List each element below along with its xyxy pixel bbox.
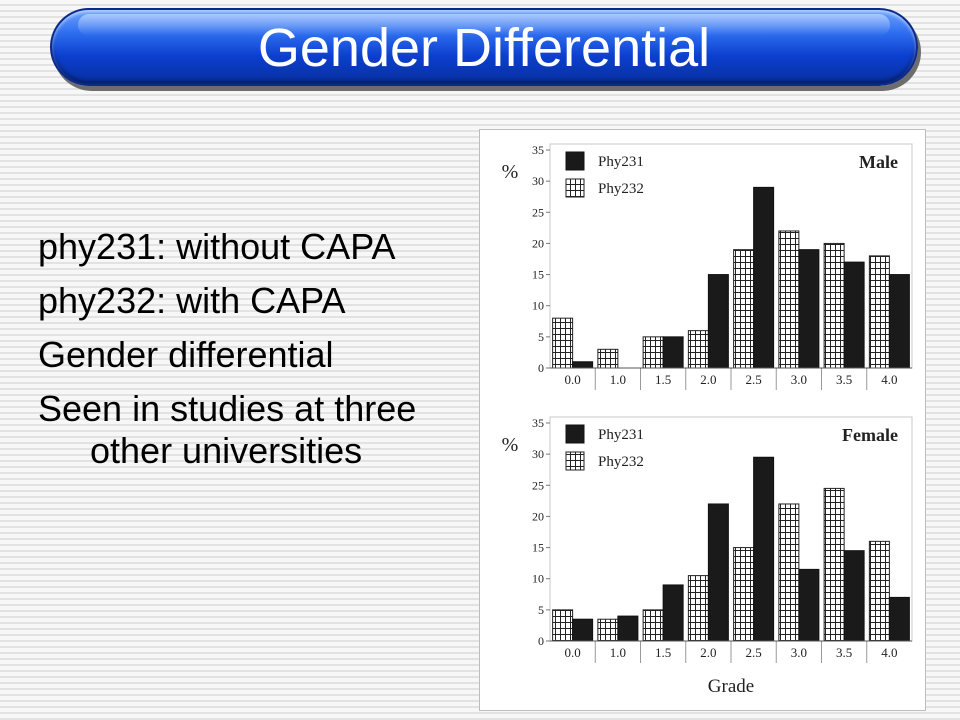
bar-phy231 [572, 361, 594, 369]
y-tick-label: 15 [532, 268, 544, 282]
y-axis-label: % [502, 434, 519, 456]
y-tick-label: 20 [532, 509, 544, 523]
x-tick-label: 2.5 [746, 372, 762, 387]
y-tick-label: 10 [532, 299, 544, 313]
x-tick-label: 3.5 [836, 645, 852, 660]
y-tick-label: 20 [532, 236, 544, 250]
grade-charts-svg: 0 5 10 15 20 25 30 35% 0.0 1.0 1.5 2.0 2.5 3.0 3.5 4.0 P… [502, 143, 913, 697]
x-tick-label: 3.0 [791, 645, 807, 660]
bar-phy231 [662, 336, 684, 369]
bar-phy232 [733, 547, 755, 642]
y-tick-label: 5 [538, 330, 544, 344]
panel-title: Female [842, 425, 898, 445]
slide-title: Gender Differential [257, 18, 711, 78]
x-tick-label: 1.5 [655, 645, 671, 660]
y-tick-label: 25 [532, 478, 544, 492]
bar-phy232 [687, 575, 709, 642]
x-tick-label: 3.0 [791, 372, 807, 387]
bar-phy232 [778, 503, 800, 642]
bar-phy231 [843, 261, 865, 369]
bar-phy231 [617, 615, 639, 642]
bar-phy231 [753, 186, 775, 369]
bar-phy231 [707, 503, 729, 642]
y-tick-label: 35 [532, 143, 544, 157]
legend-swatch-phy231 [565, 151, 585, 171]
x-tick-label: 2.5 [746, 645, 762, 660]
bar-phy232 [823, 242, 845, 369]
bar-phy231 [798, 249, 820, 369]
bar-phy232 [642, 336, 664, 369]
x-tick-label: 2.0 [700, 372, 716, 387]
bar-phy231 [888, 274, 910, 369]
bar-phy231 [662, 584, 684, 642]
y-tick-label: 5 [538, 603, 544, 617]
legend-label-phy231: Phy231 [598, 427, 644, 443]
legend-swatch-phy232 [565, 178, 585, 198]
y-tick-label: 0 [538, 634, 544, 648]
bar-phy232 [597, 618, 619, 642]
bar-phy232 [597, 348, 619, 369]
legend-swatch-phy232 [565, 451, 585, 471]
x-tick-label: 3.5 [836, 372, 852, 387]
y-tick-label: 35 [532, 416, 544, 430]
x-tick-label: 1.0 [610, 645, 626, 660]
bar-phy232 [823, 487, 845, 642]
x-tick-label: 0.0 [565, 372, 581, 387]
bar-phy232 [778, 230, 800, 369]
bar-phy231 [888, 596, 910, 642]
y-tick-label: 30 [532, 174, 544, 188]
bar-phy232 [552, 609, 574, 642]
bullet-item: Seen in studies at three other universit… [38, 388, 417, 471]
bar-phy231 [798, 568, 820, 642]
title-banner: Gender Differential [50, 8, 918, 86]
bullet-item: phy231: without CAPA [38, 226, 396, 267]
panel-title: Male [859, 152, 898, 172]
bar-phy232 [868, 255, 890, 369]
bullet-list: phy231: without CAPA phy232: with CAPA G… [38, 226, 458, 484]
bullet-item: Gender differential [38, 334, 334, 375]
legend-label-phy231: Phy231 [598, 154, 644, 170]
bar-phy232 [687, 330, 709, 369]
bar-phy231 [572, 618, 594, 642]
x-tick-label: 4.0 [881, 372, 897, 387]
bar-phy232 [868, 540, 890, 642]
bar-phy232 [733, 249, 755, 369]
legend-swatch-phy231 [565, 424, 585, 444]
y-tick-label: 15 [532, 541, 544, 555]
bar-phy231 [707, 274, 729, 369]
legend-label-phy232: Phy232 [598, 181, 644, 197]
grade-distribution-figure: 0 5 10 15 20 25 30 35% 0.0 1.0 1.5 2.0 2.5 3.0 3.5 4.0 P… [480, 130, 925, 710]
x-tick-label: 4.0 [881, 645, 897, 660]
x-tick-label: 0.0 [565, 645, 581, 660]
y-axis-label: % [502, 161, 519, 183]
x-tick-label: 1.0 [610, 372, 626, 387]
bar-phy231 [753, 456, 775, 642]
x-tick-label: 1.5 [655, 372, 671, 387]
bar-phy232 [642, 609, 664, 642]
legend-label-phy232: Phy232 [598, 454, 644, 470]
y-tick-label: 25 [532, 205, 544, 219]
x-axis-label: Grade [708, 676, 754, 697]
bar-phy232 [552, 317, 574, 369]
y-tick-label: 0 [538, 361, 544, 375]
bullet-item: phy232: with CAPA [38, 280, 346, 321]
x-tick-label: 2.0 [700, 645, 716, 660]
y-tick-label: 10 [532, 572, 544, 586]
bar-phy231 [843, 550, 865, 642]
y-tick-label: 30 [532, 447, 544, 461]
